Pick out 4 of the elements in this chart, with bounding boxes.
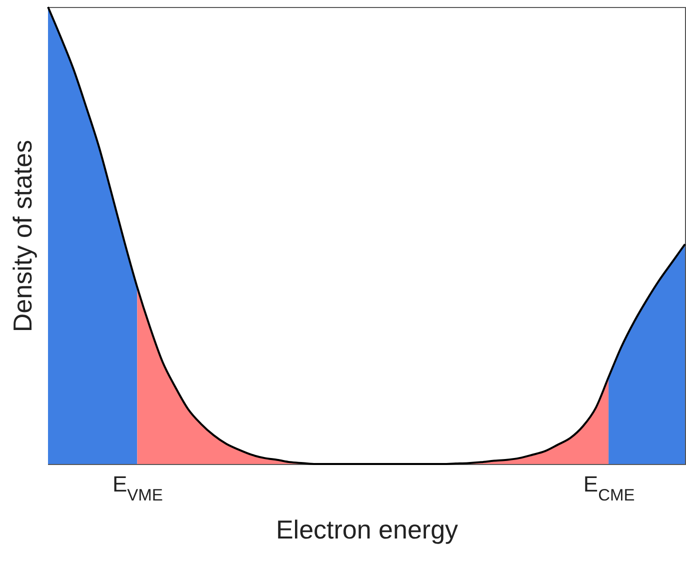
y-axis-title: Density of states xyxy=(8,140,38,332)
x-tick-label: E$_{CME}$ xyxy=(583,472,635,504)
x-axis-title: Electron energy xyxy=(276,514,458,544)
x-tick-label: E$_{VME}$ xyxy=(112,472,163,504)
